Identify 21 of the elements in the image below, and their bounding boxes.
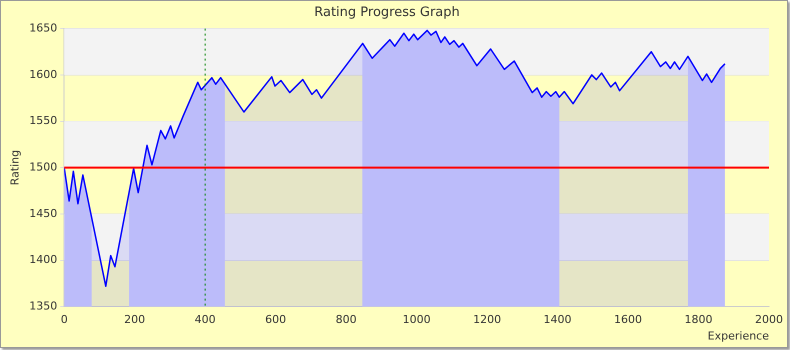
chart-title: Rating Progress Graph: [314, 5, 460, 20]
y-tick-label: 1650: [29, 21, 58, 34]
x-tick-label: 1600: [614, 313, 642, 326]
x-tick-label: 1400: [544, 313, 572, 326]
x-axis-title: Experience: [708, 329, 770, 342]
x-tick-label: 200: [124, 313, 146, 326]
x-tick-label: 0: [60, 313, 68, 326]
y-tick-label: 1450: [29, 206, 58, 220]
y-tick-label: 1400: [29, 253, 58, 266]
x-tick-label: 2000: [755, 313, 783, 326]
x-tick-label: 1000: [402, 313, 431, 326]
x-tick-label: 1200: [473, 313, 502, 326]
x-tick-label: 400: [194, 313, 216, 326]
y-tick-label: 1350: [29, 299, 58, 312]
x-tick-label: 800: [336, 313, 357, 326]
y-tick-label: 1600: [29, 68, 58, 81]
y-tick-label: 1500: [29, 160, 58, 174]
x-tick-label: 600: [265, 313, 286, 326]
y-axis-title: Rating: [8, 150, 22, 186]
x-tick-label: 1800: [684, 313, 713, 326]
y-tick-label: 1550: [29, 114, 58, 128]
